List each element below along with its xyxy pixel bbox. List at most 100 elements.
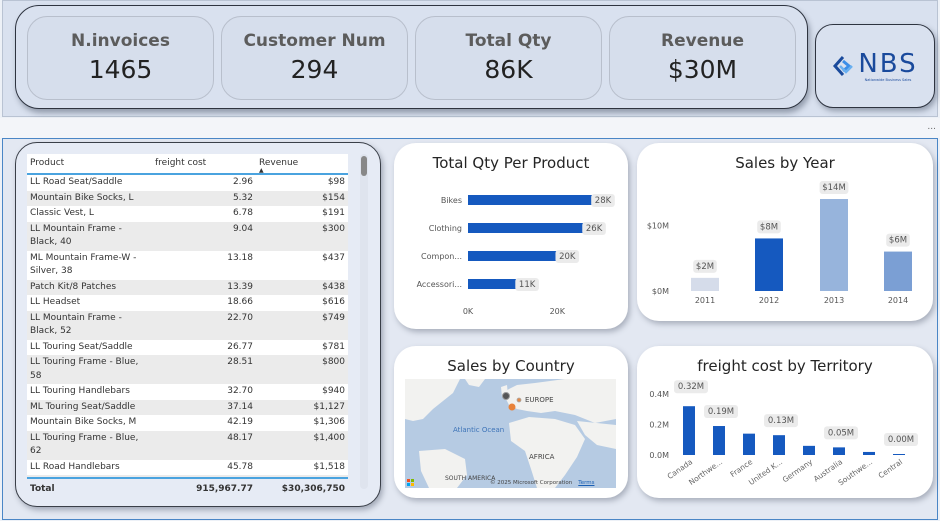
bar-clothing[interactable] bbox=[468, 223, 585, 233]
cell-freight: 47.06 bbox=[152, 475, 256, 477]
y-tick-label: Clothing bbox=[429, 224, 462, 233]
x-tick-label: United K... bbox=[747, 457, 784, 487]
column-header-freight[interactable]: freight cost bbox=[155, 158, 207, 168]
cell-revenue: $1,306 bbox=[313, 417, 346, 427]
logo-card: NBS Nationwide Business Sales bbox=[815, 24, 935, 108]
kpi-card-invoices[interactable]: N.invoices 1465 bbox=[27, 16, 214, 100]
table-row[interactable]: LL Headset 18.66 $616 bbox=[27, 295, 348, 311]
data-label-bg bbox=[515, 278, 539, 291]
cell-revenue: $98 bbox=[327, 177, 345, 187]
bar-2013[interactable] bbox=[820, 199, 848, 291]
qty-per-product-chart: Bikes 28K Clothing 26K Compon... 20K Accessori… bbox=[417, 194, 615, 316]
total-label: Total bbox=[30, 484, 55, 494]
bar-2011[interactable] bbox=[691, 277, 719, 291]
bar-germany[interactable] bbox=[803, 445, 815, 455]
cell-freight: 9.04 bbox=[232, 223, 253, 234]
table-row[interactable]: LL Mountain Frame - Black, 40 9.04 $300 bbox=[27, 221, 348, 251]
bar-compon[interactable] bbox=[468, 251, 558, 261]
bar-australia[interactable] bbox=[833, 447, 845, 455]
table-row[interactable]: LL Touring Frame - Blue, 62 48.17 $1,400 bbox=[27, 430, 348, 460]
data-label: $2M bbox=[696, 262, 714, 272]
cell-freight: 32.70 bbox=[227, 386, 253, 396]
x-tick-label: 2013 bbox=[824, 296, 844, 305]
data-label: 0.32M bbox=[678, 382, 704, 392]
table-body: LL Road Seat/Saddle 2.96 $98 Mountain Bike … bbox=[27, 175, 348, 477]
more-options-button[interactable]: ... bbox=[927, 122, 936, 132]
table-row[interactable]: LL Mountain Frame - Black, 52 22.70 $749 bbox=[27, 310, 348, 340]
freight-by-territory-card: freight cost by Territory 0.0M 0.2M 0.4M 0.… bbox=[637, 346, 933, 498]
column-header-product[interactable]: Product bbox=[30, 158, 65, 168]
cell-freight: 18.66 bbox=[227, 297, 253, 307]
bar-accessori[interactable] bbox=[468, 279, 518, 289]
table-scrollbar[interactable] bbox=[360, 154, 368, 489]
bar-bikes[interactable] bbox=[468, 195, 593, 205]
bar-france[interactable] bbox=[743, 433, 755, 455]
y-tick-label: Bikes bbox=[441, 196, 462, 205]
kpi-card-revenue[interactable]: Revenue $30M bbox=[609, 16, 796, 100]
bar-2012[interactable] bbox=[755, 238, 783, 291]
bar-southwe[interactable] bbox=[863, 451, 875, 455]
visual-header-strip: ... bbox=[0, 118, 940, 138]
cell-revenue: $300 bbox=[322, 223, 345, 234]
cell-freight: 26.77 bbox=[227, 341, 253, 352]
table-row[interactable]: LL Touring Seat/Saddle 26.77 $781 bbox=[27, 340, 348, 356]
data-label-bg bbox=[884, 433, 918, 446]
data-label: $6M bbox=[889, 236, 907, 246]
kpi-card-total-qty[interactable]: Total Qty 86K bbox=[415, 16, 602, 100]
column-header-revenue[interactable]: Revenue ▲ bbox=[256, 154, 348, 174]
cell-product: LL Road Seat/Saddle bbox=[30, 177, 123, 187]
table-row[interactable]: ML Touring Seat/Saddle 37.14 $1,127 bbox=[27, 399, 348, 415]
y-tick-label: Compon... bbox=[421, 252, 462, 261]
data-label-bg bbox=[819, 181, 849, 194]
bar-canada[interactable] bbox=[683, 406, 695, 455]
x-tick-label: 20K bbox=[550, 307, 566, 316]
cell-freight: 2.96 bbox=[232, 177, 253, 187]
cell-revenue: $616 bbox=[322, 297, 345, 307]
map-label-south-america: SOUTH AMERICA bbox=[445, 475, 496, 482]
map-terms-link[interactable]: Terms bbox=[578, 479, 595, 486]
table-scroll-thumb[interactable] bbox=[361, 156, 367, 176]
map-bubble-france[interactable] bbox=[508, 403, 516, 411]
cell-revenue: $940 bbox=[322, 386, 345, 396]
cell-freight: 5.32 bbox=[232, 192, 253, 203]
map-bubble-uk[interactable] bbox=[502, 392, 510, 400]
logo-name: NBS bbox=[858, 48, 918, 79]
sales-map[interactable]: EUROPE Atlantic Ocean AFRICA SOUTH AMERI… bbox=[405, 379, 616, 488]
cell-product: Classic Vest, L bbox=[30, 208, 94, 218]
bar-central[interactable] bbox=[893, 454, 905, 455]
data-label: 11K bbox=[519, 280, 536, 290]
table-row[interactable]: LL Road Handlebars 45.78 $1,518 bbox=[27, 460, 348, 476]
sales-by-country-card: Sales by Country bbox=[394, 346, 628, 498]
kpi-group: N.invoices 1465 Customer Num 294 Total Q… bbox=[15, 5, 808, 109]
logo-tagline: Nationwide Business Sales bbox=[864, 77, 912, 82]
kpi-value: 1465 bbox=[88, 55, 153, 84]
data-label-bg bbox=[764, 414, 798, 428]
table-row[interactable]: Mountain Bike Socks, M 42.19 $1,306 bbox=[27, 415, 348, 431]
table-row[interactable]: Classic Vest, L 6.78 $191 bbox=[27, 206, 348, 222]
kpi-label: N.invoices bbox=[71, 31, 170, 51]
data-label: 28K bbox=[595, 196, 612, 206]
table-row[interactable]: LL Road Seat/Saddle 2.96 $98 bbox=[27, 175, 348, 191]
kpi-card-customers[interactable]: Customer Num 294 bbox=[221, 16, 408, 100]
bar-unitedk[interactable] bbox=[773, 435, 785, 455]
chart-title: freight cost by Territory bbox=[697, 357, 873, 375]
table-row[interactable]: LL Touring Handlebars 32.70 $940 bbox=[27, 384, 348, 400]
cell-freight: 13.39 bbox=[227, 281, 253, 292]
map-label-europe: EUROPE bbox=[525, 396, 554, 404]
data-label: 0.00M bbox=[888, 435, 914, 445]
cell-revenue: $154 bbox=[322, 192, 345, 203]
table-row[interactable]: HL Road Seat/Saddle47.06$1,548 bbox=[27, 475, 348, 477]
bar-northwe[interactable] bbox=[713, 426, 725, 455]
column-header-revenue-label: Revenue bbox=[259, 158, 299, 168]
table-row[interactable]: Mountain Bike Socks, L 5.32 $154 bbox=[27, 190, 348, 206]
data-label: 0.19M bbox=[708, 407, 734, 417]
table-row[interactable]: Patch Kit/8 Patches 13.39 $438 bbox=[27, 279, 348, 295]
kpi-label: Total Qty bbox=[465, 31, 552, 51]
table-row[interactable]: ML Mountain Frame-W - Silver, 38 13.18 $43… bbox=[27, 251, 348, 280]
report-canvas: Product freight cost Revenue ▲ LL Road S… bbox=[2, 138, 938, 520]
bar-2014[interactable] bbox=[884, 251, 912, 291]
table-row[interactable]: LL Touring Frame - Blue, 58 28.51 $800 bbox=[27, 355, 348, 384]
map-land-shapes bbox=[405, 379, 616, 488]
map-bubble-germany[interactable] bbox=[516, 397, 522, 403]
